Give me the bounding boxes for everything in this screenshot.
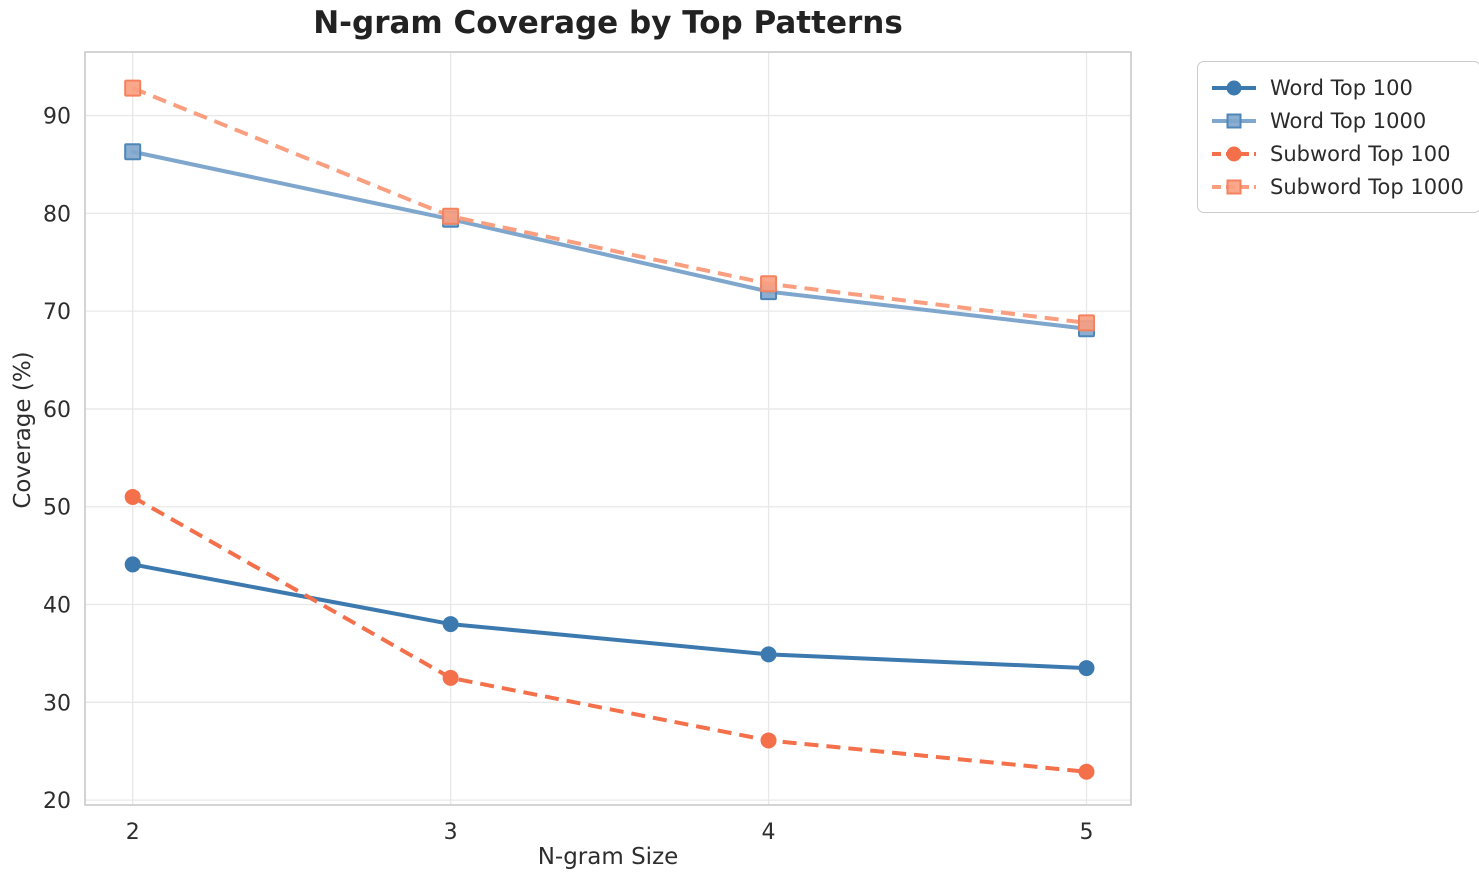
series-line-1 [130, 562, 1089, 671]
legend-sample-line [1212, 179, 1256, 194]
axes-border [84, 51, 1132, 806]
series-line-4 [131, 86, 1087, 325]
y-tick-label: 80 [43, 202, 71, 227]
legend-item-1: Word Top 100 [1210, 71, 1464, 104]
y-tick-label: 60 [43, 398, 71, 423]
x-tick-label: 3 [444, 820, 458, 845]
data-point-marker [124, 488, 141, 505]
legend-item-label: Word Top 100 [1270, 75, 1413, 100]
legend-item-3: Subword Top 100 [1210, 137, 1464, 170]
data-point-marker [760, 732, 777, 749]
y-tick-label: 40 [43, 594, 71, 619]
y-tick-label: 90 [43, 105, 71, 130]
legend: Word Top 100 Word Top 1000 Subword Top 100… [1197, 61, 1479, 213]
y-tick-label: 30 [43, 691, 71, 716]
data-point-marker [760, 646, 777, 663]
data-point-marker [124, 556, 141, 573]
series-line-2 [130, 149, 1089, 331]
series-line-3 [131, 495, 1087, 774]
y-tick-label: 20 [43, 789, 71, 814]
chart-title: N-gram Coverage by Top Patterns [313, 5, 903, 41]
legend-item-label: Word Top 1000 [1270, 108, 1427, 133]
legend-item-label: Subword Top 1000 [1270, 174, 1464, 199]
legend-item-4: Subword Top 1000 [1210, 170, 1464, 203]
data-point-marker [1078, 660, 1095, 677]
data-point-marker [442, 669, 459, 686]
legend-item-label: Subword Top 100 [1270, 141, 1451, 166]
data-point-marker [442, 616, 459, 633]
x-tick-label: 2 [126, 820, 140, 845]
y-tick-label: 70 [43, 300, 71, 325]
legend-sample-line [1212, 80, 1256, 95]
data-point-marker [442, 207, 460, 225]
legend-sample-line [1212, 113, 1256, 128]
x-tick-label: 5 [1079, 820, 1093, 845]
data-point-marker [124, 143, 142, 161]
data-point-marker [124, 79, 142, 97]
data-point-marker [1078, 763, 1095, 780]
data-point-marker [760, 275, 778, 293]
data-point-marker [1077, 314, 1095, 332]
legend-sample-line [1212, 146, 1256, 161]
x-axis-label: N-gram Size [537, 844, 679, 870]
y-tick-label: 50 [43, 496, 71, 521]
y-axis-label: Coverage (%) [10, 351, 36, 509]
x-tick-label: 4 [762, 820, 776, 845]
legend-item-2: Word Top 1000 [1210, 104, 1464, 137]
